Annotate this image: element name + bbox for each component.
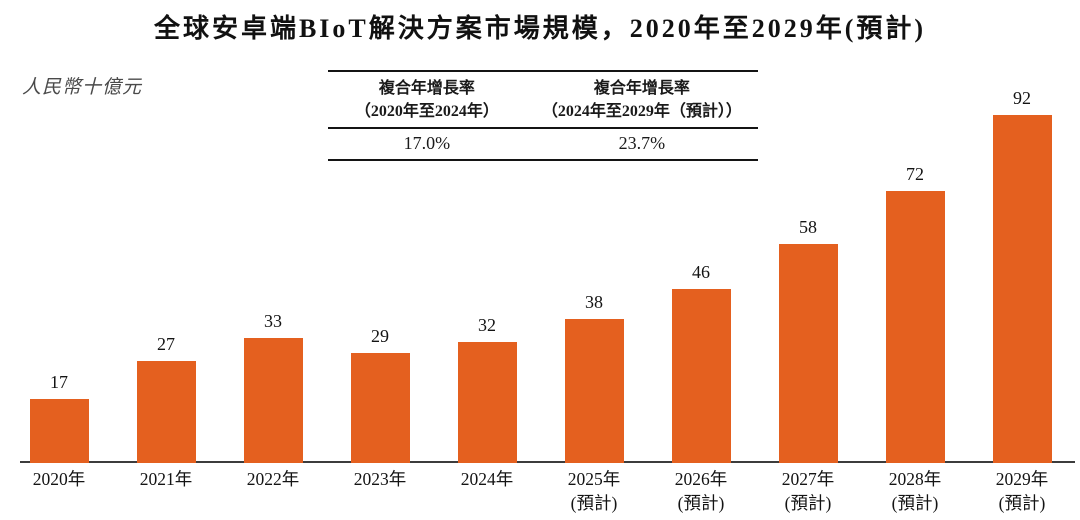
cagr-header-2020-2024: 複合年增長率 （2020年至2024年）	[328, 77, 526, 123]
bar-value-label: 46	[692, 262, 710, 282]
x-axis-line	[20, 461, 1075, 463]
cagr-header-period: （2024年至2029年（預計））	[541, 103, 742, 121]
x-axis-year: 2021年	[139, 469, 193, 489]
bar-2027年	[778, 244, 838, 463]
x-axis-forecast-note: (預計)	[784, 492, 832, 513]
cagr-value-2024-2029: 23.7%	[618, 133, 666, 154]
x-axis-year: 2022年	[246, 469, 300, 489]
cagr-header-label: 複合年增長率	[378, 80, 475, 97]
chart-title: 全球安卓端BIoT解決方案市場規模，2020年至2029年(預計)	[153, 14, 927, 43]
cagr-table-value-row: 17.0% 23.7%	[328, 129, 758, 159]
x-axis-label: 2021年	[113, 468, 219, 492]
x-axis-label: 2027年 (預計)	[755, 468, 861, 515]
x-axis-forecast-note: (預計)	[570, 492, 618, 513]
bar-2022年	[243, 338, 303, 463]
cagr-header-2024-2029: 複合年增長率 （2024年至2029年（預計））	[526, 77, 758, 123]
x-axis-forecast-note: (預計)	[998, 492, 1046, 513]
x-axis-label: 2025年 (預計)	[541, 468, 647, 515]
y-axis-unit-label: 人民幣十億元	[22, 77, 143, 98]
x-axis-year: 2029年	[995, 469, 1049, 489]
bar-value-label: 92	[1013, 88, 1031, 108]
x-axis-label: 2020年	[6, 468, 112, 492]
x-axis-label: 2024年	[434, 468, 540, 492]
x-axis-label: 2022年	[220, 468, 326, 492]
x-axis-label: 2029年 (預計)	[969, 468, 1075, 515]
cagr-table: 複合年增長率 （2020年至2024年） 複合年增長率 （2024年至2029年…	[328, 70, 758, 162]
x-axis-label: 2028年 (預計)	[862, 468, 968, 515]
cagr-value-2020-2024: 17.0%	[403, 133, 451, 154]
bar-value-label: 58	[799, 217, 817, 237]
bar-value-label: 27	[157, 334, 175, 354]
bar-value-label: 17	[50, 372, 68, 392]
x-axis-year: 2020年	[32, 469, 86, 489]
bar-2026年	[671, 289, 731, 463]
bar-2025年	[564, 319, 624, 463]
x-axis-year: 2027年	[781, 469, 835, 489]
x-axis-year: 2024年	[460, 469, 514, 489]
cagr-header-label: 複合年增長率	[593, 80, 690, 97]
bar-2024年	[457, 342, 517, 463]
bar-value-label: 72	[906, 164, 924, 184]
bar-2021年	[136, 361, 196, 463]
bar-2028年	[885, 191, 945, 463]
bar-2023年	[350, 353, 410, 463]
x-axis-year: 2025年	[567, 469, 621, 489]
x-axis-year: 2026年	[674, 469, 728, 489]
bar-value-label: 29	[371, 326, 389, 346]
cagr-header-period: （2020年至2024年）	[354, 103, 499, 121]
bar-value-label: 32	[478, 315, 496, 335]
x-axis-forecast-note: (預計)	[677, 492, 725, 513]
x-axis-label: 2023年	[327, 468, 433, 492]
bar-2020年	[29, 399, 89, 463]
bar-2029年	[992, 115, 1052, 463]
bar-value-label: 33	[264, 311, 282, 331]
x-axis-year: 2028年	[888, 469, 942, 489]
cagr-table-header-row: 複合年增長率 （2020年至2024年） 複合年增長率 （2024年至2029年…	[328, 72, 758, 130]
x-axis-label: 2026年 (預計)	[648, 468, 754, 515]
bar-value-label: 38	[585, 292, 603, 312]
x-axis-forecast-note: (預計)	[891, 492, 939, 513]
x-axis-year: 2023年	[353, 469, 407, 489]
